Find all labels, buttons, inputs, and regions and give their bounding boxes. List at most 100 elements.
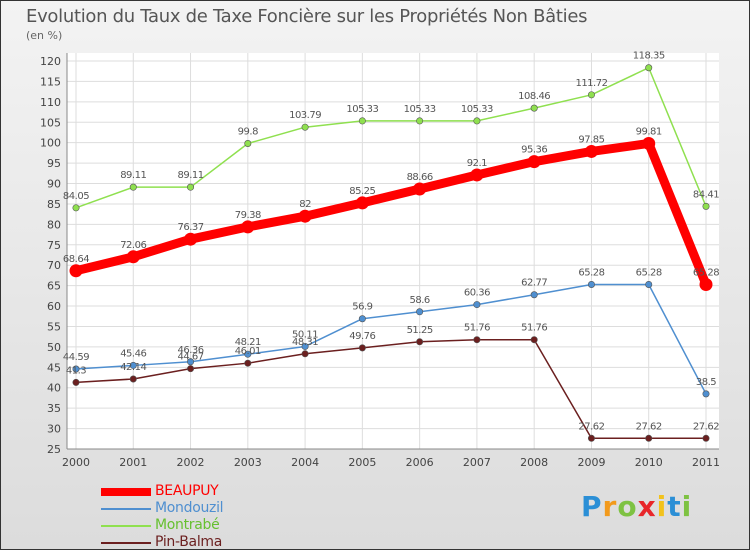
y-tick-label: 90 (47, 178, 61, 191)
data-label: 105.33 (346, 104, 378, 115)
y-tick-label: 25 (47, 443, 61, 456)
data-label: 99.81 (636, 126, 662, 137)
chart-title: Evolution du Taux de Taxe Foncière sur l… (26, 6, 588, 27)
data-point (530, 291, 538, 299)
data-label: 62.77 (521, 278, 547, 289)
data-point (129, 361, 137, 369)
data-label: 44.59 (63, 352, 89, 363)
data-label: 46.36 (177, 345, 203, 356)
x-tick-label: 2008 (520, 456, 548, 469)
data-point (301, 350, 309, 358)
data-label: 105.33 (404, 104, 436, 115)
data-label: 50.11 (292, 329, 318, 340)
data-point (645, 64, 653, 72)
legend-swatch (101, 525, 151, 527)
data-point (301, 342, 309, 350)
data-label: 72.06 (120, 240, 146, 251)
data-point (244, 140, 252, 148)
data-label: 108.46 (518, 91, 550, 102)
data-label: 65.28 (578, 267, 604, 278)
data-label: 38.5 (696, 377, 716, 388)
data-label: 60.36 (464, 288, 490, 299)
data-point (587, 280, 595, 288)
logo-letter: r (602, 490, 618, 523)
y-tick-label: 110 (40, 96, 61, 109)
y-tick-label: 70 (47, 259, 61, 272)
y-tick-label: 55 (47, 320, 61, 333)
data-label: 118.35 (633, 51, 665, 62)
data-label: 51.76 (464, 323, 490, 334)
data-point (645, 280, 653, 288)
legend-swatch (101, 542, 151, 544)
data-label: 46.01 (235, 346, 261, 357)
legend-label: BEAUPUY (155, 483, 219, 499)
y-tick-label: 35 (47, 402, 61, 415)
data-label: 48.31 (292, 337, 318, 348)
data-label: 27.62 (693, 421, 719, 432)
x-tick-label: 2000 (62, 456, 90, 469)
data-label: 48.21 (235, 337, 261, 348)
data-point (645, 434, 653, 442)
data-label: 56.9 (352, 302, 372, 313)
data-label: 27.62 (578, 421, 604, 432)
y-tick-label: 75 (47, 239, 61, 252)
data-point (244, 359, 252, 367)
data-label: 44.67 (177, 352, 203, 363)
data-point (530, 104, 538, 112)
y-tick-label: 80 (47, 218, 61, 231)
data-point (72, 378, 80, 386)
data-label: 89.11 (177, 170, 203, 181)
series-line-montrabé (75, 66, 707, 209)
legend-label: Pin-Balma (155, 534, 223, 550)
data-point (187, 358, 195, 366)
y-tick-label: 85 (47, 198, 61, 211)
data-point (244, 350, 252, 358)
data-point (416, 117, 424, 125)
data-point (413, 182, 427, 196)
logo-letter: t (667, 490, 682, 523)
data-point (298, 209, 312, 223)
data-point (187, 183, 195, 191)
plot-area (67, 53, 719, 449)
data-label: 111.72 (575, 78, 607, 89)
y-tick-label: 65 (47, 280, 61, 293)
y-tick-label: 115 (40, 75, 61, 88)
logo-letter: x (637, 490, 657, 523)
logo-letter: P (581, 490, 603, 523)
data-point (699, 277, 713, 291)
data-point (416, 308, 424, 316)
data-label: 82 (299, 199, 311, 210)
x-tick-label: 2002 (177, 456, 205, 469)
data-point (184, 232, 198, 246)
data-point (702, 390, 710, 398)
y-tick-label: 95 (47, 157, 61, 170)
data-point (126, 250, 140, 264)
data-point (587, 91, 595, 99)
x-tick-label: 2003 (234, 456, 262, 469)
data-label: 49.76 (349, 331, 375, 342)
data-point (473, 117, 481, 125)
data-label: 65.28 (693, 267, 719, 278)
data-point (358, 315, 366, 323)
data-point (527, 155, 541, 169)
data-label: 95.36 (521, 145, 547, 156)
data-label: 85.25 (349, 186, 375, 197)
data-point (530, 336, 538, 344)
data-label: 103.79 (289, 110, 321, 121)
legend-swatch (101, 488, 151, 496)
data-label: 42.14 (120, 362, 146, 373)
legend-swatch (101, 508, 151, 510)
y-tick-label: 50 (47, 341, 61, 354)
y-tick-label: 60 (47, 300, 61, 313)
data-label: 99.8 (238, 127, 258, 138)
data-point (358, 117, 366, 125)
x-tick-label: 2006 (406, 456, 434, 469)
data-point (72, 365, 80, 373)
series-line-pin-balma (75, 338, 707, 440)
data-point (129, 183, 137, 191)
legend-label: Mondouzil (155, 500, 224, 516)
x-tick-label: 2009 (577, 456, 605, 469)
data-label: 76.37 (177, 222, 203, 233)
data-label: 45.46 (120, 348, 146, 359)
